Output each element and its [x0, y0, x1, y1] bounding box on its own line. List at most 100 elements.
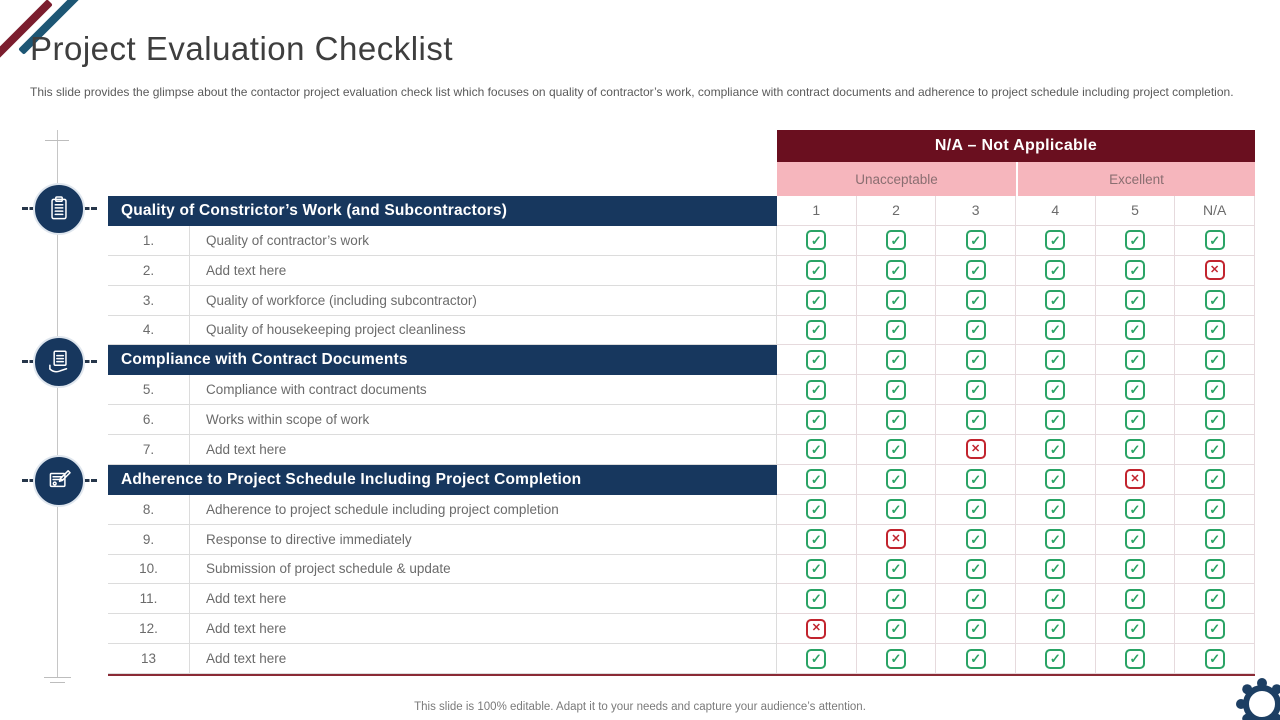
rating-cell[interactable]: ✓ [1095, 255, 1176, 286]
rating-cell[interactable]: ✓ [777, 494, 857, 525]
rating-cell[interactable]: ✓ [777, 345, 857, 376]
rating-cell[interactable]: ✓ [777, 255, 857, 286]
rating-cell[interactable]: ✓ [936, 315, 1016, 346]
checkbox-checked-icon[interactable]: ✓ [965, 618, 986, 639]
checkbox-checked-icon[interactable]: ✓ [806, 230, 827, 251]
rating-cell[interactable]: ✓ [1175, 644, 1255, 674]
rating-cell[interactable]: ✓ [1015, 644, 1096, 674]
rating-cell[interactable]: ✓ [1015, 285, 1096, 316]
checkbox-checked-icon[interactable]: ✓ [965, 319, 986, 340]
checkbox-checked-icon[interactable]: ✓ [885, 439, 906, 460]
checkbox-crossed-icon[interactable]: ✕ [1204, 260, 1225, 281]
checkbox-checked-icon[interactable]: ✓ [806, 529, 827, 550]
rating-cell[interactable]: ✓ [936, 464, 1016, 495]
checkbox-checked-icon[interactable]: ✓ [1204, 409, 1225, 430]
checkbox-checked-icon[interactable]: ✓ [1124, 319, 1145, 340]
rating-cell[interactable]: ✓ [1015, 435, 1096, 465]
checkbox-checked-icon[interactable]: ✓ [1124, 260, 1145, 281]
checkbox-checked-icon[interactable]: ✓ [965, 230, 986, 251]
checkbox-checked-icon[interactable]: ✓ [806, 499, 827, 520]
rating-cell[interactable]: ✓ [1015, 524, 1096, 555]
rating-cell[interactable]: ✓ [856, 255, 937, 286]
checkbox-checked-icon[interactable]: ✓ [965, 558, 986, 579]
checkbox-checked-icon[interactable]: ✓ [885, 499, 906, 520]
checkbox-checked-icon[interactable]: ✓ [1204, 588, 1225, 609]
rating-cell[interactable]: ✓ [1015, 614, 1096, 645]
rating-cell[interactable]: ✓ [1175, 494, 1255, 525]
rating-cell[interactable]: ✓ [1015, 554, 1096, 585]
checkbox-checked-icon[interactable]: ✓ [885, 349, 906, 370]
rating-cell[interactable]: ✓ [1015, 494, 1096, 525]
rating-cell[interactable]: ✓ [777, 464, 857, 495]
checkbox-checked-icon[interactable]: ✓ [1045, 558, 1066, 579]
checkbox-checked-icon[interactable]: ✓ [1204, 648, 1225, 669]
checkbox-checked-icon[interactable]: ✓ [806, 439, 827, 460]
checkbox-checked-icon[interactable]: ✓ [965, 588, 986, 609]
checkbox-checked-icon[interactable]: ✓ [1124, 230, 1145, 251]
rating-cell[interactable]: ✓ [1095, 315, 1176, 346]
rating-cell[interactable]: ✓ [1095, 644, 1176, 674]
rating-cell[interactable]: ✓ [856, 405, 937, 435]
rating-cell[interactable]: ✓ [1095, 285, 1176, 316]
rating-cell[interactable]: ✓ [936, 614, 1016, 645]
checkbox-checked-icon[interactable]: ✓ [885, 409, 906, 430]
checkbox-checked-icon[interactable]: ✓ [1045, 469, 1066, 490]
checkbox-checked-icon[interactable]: ✓ [885, 588, 906, 609]
rating-cell[interactable]: ✓ [1015, 315, 1096, 346]
checkbox-checked-icon[interactable]: ✓ [806, 469, 827, 490]
rating-cell[interactable]: ✓ [1175, 524, 1255, 555]
checkbox-checked-icon[interactable]: ✓ [1045, 618, 1066, 639]
rating-cell[interactable]: ✓ [1175, 225, 1255, 256]
rating-cell[interactable]: ✓ [777, 405, 857, 435]
rating-cell[interactable]: ✓ [1095, 405, 1176, 435]
checkbox-checked-icon[interactable]: ✓ [806, 409, 827, 430]
rating-cell[interactable]: ✓ [777, 644, 857, 674]
rating-cell[interactable]: ✓ [936, 554, 1016, 585]
rating-cell[interactable]: ✓ [936, 644, 1016, 674]
checkbox-checked-icon[interactable]: ✓ [1204, 379, 1225, 400]
checkbox-checked-icon[interactable]: ✓ [1045, 588, 1066, 609]
checkbox-checked-icon[interactable]: ✓ [965, 469, 986, 490]
rating-cell[interactable]: ✓ [856, 614, 937, 645]
rating-cell[interactable]: ✓ [856, 554, 937, 585]
checkbox-checked-icon[interactable]: ✓ [1124, 558, 1145, 579]
rating-cell[interactable]: ✓ [1175, 435, 1255, 465]
checkbox-checked-icon[interactable]: ✓ [885, 260, 906, 281]
rating-cell[interactable]: ✓ [1015, 584, 1096, 615]
checkbox-checked-icon[interactable]: ✓ [1204, 230, 1225, 251]
checkbox-checked-icon[interactable]: ✓ [1124, 588, 1145, 609]
rating-cell[interactable]: ✓ [856, 375, 937, 406]
checkbox-checked-icon[interactable]: ✓ [1124, 349, 1145, 370]
rating-cell[interactable]: ✓ [777, 315, 857, 346]
rating-cell[interactable]: ✓ [1095, 584, 1176, 615]
checkbox-checked-icon[interactable]: ✓ [885, 319, 906, 340]
rating-cell[interactable]: ✓ [936, 494, 1016, 525]
rating-cell[interactable]: ✓ [777, 524, 857, 555]
checkbox-checked-icon[interactable]: ✓ [1124, 439, 1145, 460]
checkbox-checked-icon[interactable]: ✓ [965, 648, 986, 669]
checkbox-crossed-icon[interactable]: ✕ [806, 618, 827, 639]
rating-cell[interactable]: ✓ [936, 255, 1016, 286]
checkbox-checked-icon[interactable]: ✓ [1045, 529, 1066, 550]
rating-cell[interactable]: ✓ [936, 524, 1016, 555]
rating-cell[interactable]: ✕ [856, 524, 937, 555]
rating-cell[interactable]: ✕ [1175, 255, 1255, 286]
checkbox-checked-icon[interactable]: ✓ [965, 260, 986, 281]
rating-cell[interactable]: ✓ [1175, 554, 1255, 585]
rating-cell[interactable]: ✓ [1175, 405, 1255, 435]
rating-cell[interactable]: ✓ [1015, 405, 1096, 435]
rating-cell[interactable]: ✕ [1095, 464, 1176, 495]
rating-cell[interactable]: ✓ [1015, 255, 1096, 286]
rating-cell[interactable]: ✓ [1015, 225, 1096, 256]
checkbox-checked-icon[interactable]: ✓ [1124, 409, 1145, 430]
checkbox-checked-icon[interactable]: ✓ [806, 648, 827, 669]
checkbox-checked-icon[interactable]: ✓ [965, 409, 986, 430]
checkbox-checked-icon[interactable]: ✓ [1204, 319, 1225, 340]
checkbox-crossed-icon[interactable]: ✕ [885, 529, 906, 550]
rating-cell[interactable]: ✓ [936, 285, 1016, 316]
checkbox-checked-icon[interactable]: ✓ [1204, 290, 1225, 311]
rating-cell[interactable]: ✓ [777, 285, 857, 316]
checkbox-checked-icon[interactable]: ✓ [806, 588, 827, 609]
rating-cell[interactable]: ✓ [856, 464, 937, 495]
rating-cell[interactable]: ✓ [1095, 524, 1176, 555]
